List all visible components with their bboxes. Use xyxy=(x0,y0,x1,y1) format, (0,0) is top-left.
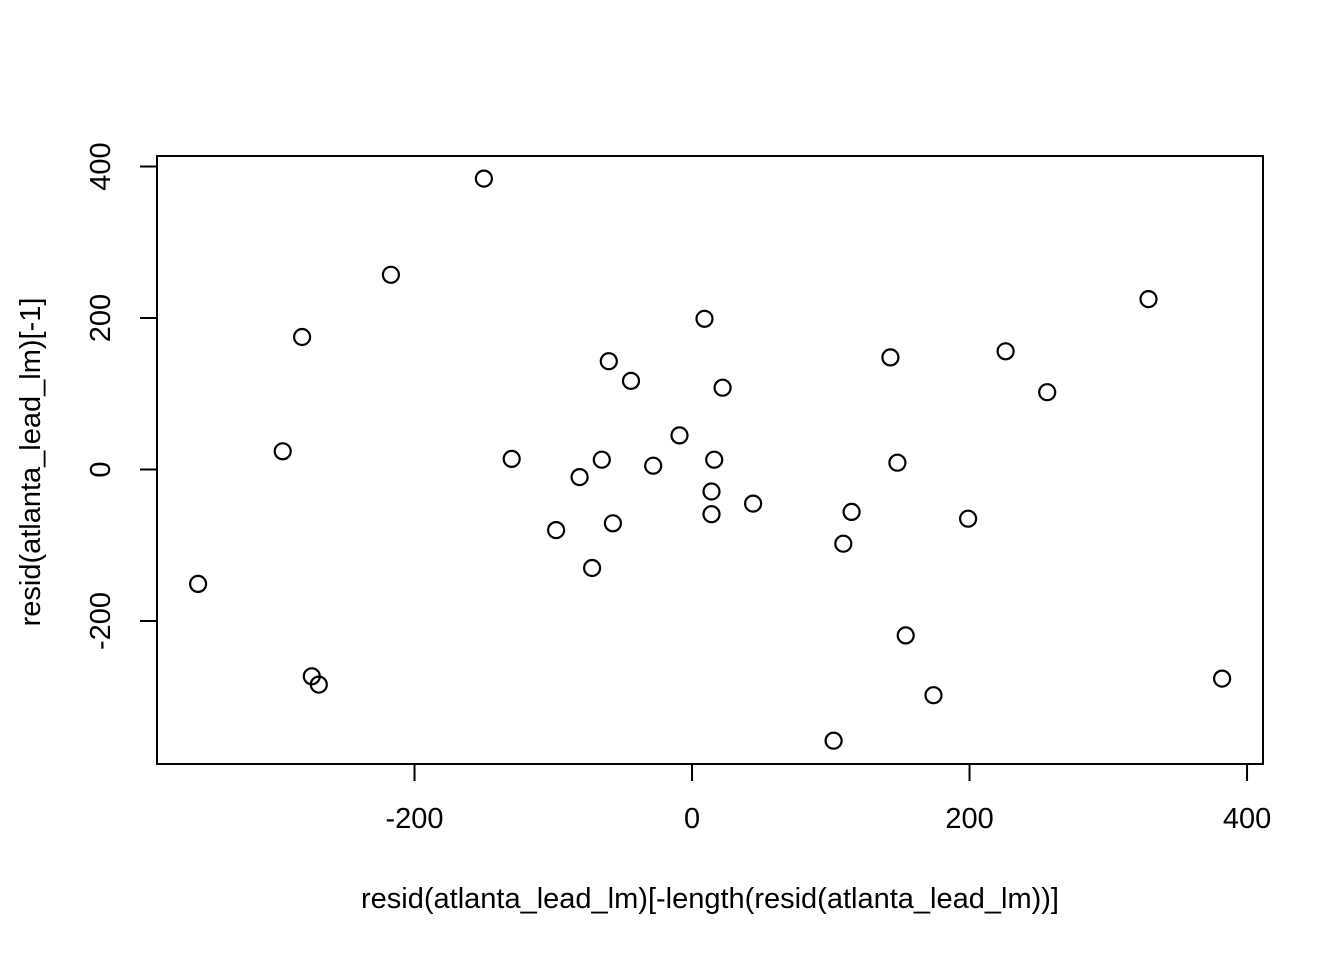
data-point xyxy=(705,450,724,469)
data-point xyxy=(381,265,400,284)
data-point xyxy=(842,502,861,521)
data-point xyxy=(621,371,641,390)
data-point xyxy=(958,509,978,528)
y-tick-label: 400 xyxy=(85,142,117,190)
y-tick-label: 200 xyxy=(85,294,117,342)
y-axis-title: resid(atlanta_lead_lm)[-1] xyxy=(15,298,47,627)
data-point xyxy=(570,468,589,487)
data-point xyxy=(881,348,900,367)
x-tick-label: 400 xyxy=(1223,803,1271,835)
data-point xyxy=(273,442,292,461)
data-point xyxy=(546,520,566,540)
data-point xyxy=(502,449,521,468)
data-point xyxy=(1139,290,1158,309)
data-point xyxy=(309,675,328,694)
data-point xyxy=(293,327,312,347)
x-tick-label: 0 xyxy=(684,803,700,835)
data-point xyxy=(888,453,907,472)
data-point xyxy=(702,505,721,524)
data-points xyxy=(189,169,1232,750)
data-point xyxy=(670,426,689,445)
plot-border xyxy=(156,155,1264,765)
data-point xyxy=(603,514,623,533)
data-point xyxy=(834,534,853,553)
data-point xyxy=(644,456,663,475)
data-point xyxy=(824,731,843,750)
data-point xyxy=(924,686,943,705)
y-tick-label: 0 xyxy=(85,461,117,477)
data-point xyxy=(592,450,611,469)
data-point xyxy=(896,626,915,645)
x-tick-label: -200 xyxy=(386,803,444,835)
data-point xyxy=(189,574,208,594)
data-point xyxy=(599,352,618,371)
data-point xyxy=(695,309,714,328)
data-point xyxy=(1212,669,1232,688)
data-point xyxy=(702,482,721,501)
data-point xyxy=(996,342,1015,361)
axis-ticks: -200 0 200 400 -200 0 200 400 xyxy=(85,142,1271,835)
data-point xyxy=(713,378,732,397)
data-point xyxy=(474,169,493,188)
plot-frame xyxy=(156,155,1264,765)
data-point xyxy=(1038,383,1057,402)
y-tick-label: -200 xyxy=(85,592,117,650)
x-tick-label: 200 xyxy=(945,803,993,835)
data-point xyxy=(743,494,763,513)
x-axis-title: resid(atlanta_lead_lm)[-length(resid(atl… xyxy=(361,883,1059,915)
data-point xyxy=(582,558,602,578)
